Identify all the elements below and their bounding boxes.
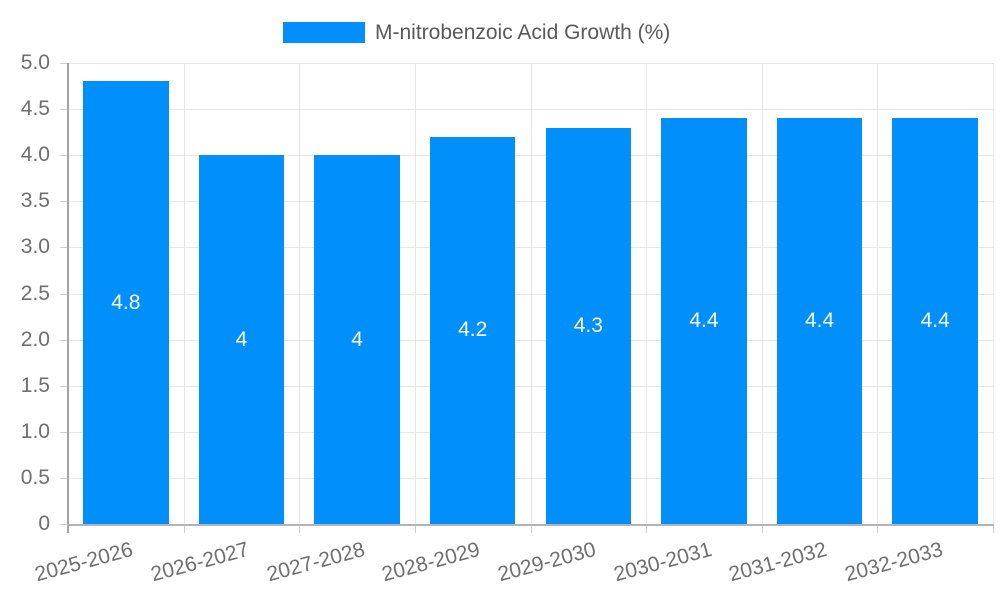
y-tick-label: 2.5 — [20, 281, 50, 305]
v-gridline — [530, 63, 532, 524]
x-tick-mark — [299, 524, 301, 533]
bar[interactable] — [198, 155, 285, 524]
x-tick-mark — [646, 524, 648, 533]
x-tick-label: 2032-2033 — [842, 538, 946, 587]
bar-value-label: 4 — [235, 327, 248, 351]
v-gridline — [877, 63, 879, 524]
y-tick-label: 1.5 — [20, 373, 50, 397]
x-tick-mark — [993, 524, 994, 533]
legend-label: M-nitrobenzoic Acid Growth (%) — [375, 21, 671, 44]
v-gridline — [183, 63, 185, 524]
y-tick-label: 4.0 — [20, 143, 50, 167]
x-tick-label: 2027-2028 — [264, 538, 368, 587]
y-tick-label: 4.5 — [20, 97, 50, 121]
y-tick-mark — [60, 109, 68, 111]
chart-legend[interactable]: M-nitrobenzoic Acid Growth (%) — [283, 22, 670, 43]
x-axis-line — [67, 524, 994, 526]
bar-value-label: 4.4 — [689, 309, 719, 333]
v-gridline — [299, 63, 301, 524]
v-gridline — [993, 63, 994, 524]
y-tick-mark — [60, 293, 68, 295]
bar[interactable] — [892, 118, 978, 524]
x-tick-mark — [877, 524, 879, 533]
y-tick-mark — [60, 155, 68, 157]
y-tick-mark — [60, 247, 68, 249]
y-axis-line — [67, 63, 69, 533]
y-tick-mark — [60, 477, 68, 479]
y-tick-mark — [60, 339, 68, 341]
y-tick-label: 0 — [38, 512, 50, 535]
x-tick-label: 2026-2027 — [148, 538, 252, 587]
v-gridline — [646, 63, 648, 524]
bar-value-label: 4.2 — [458, 318, 488, 342]
bar[interactable] — [429, 136, 516, 524]
y-tick-mark — [60, 385, 68, 387]
x-tick-label: 2029-2030 — [495, 538, 599, 587]
y-tick-label: 0.5 — [20, 465, 50, 489]
bar[interactable] — [776, 118, 863, 524]
x-tick-label: 2030-2031 — [610, 538, 714, 587]
y-tick-label: 5.0 — [20, 51, 50, 74]
y-tick-label: 2.0 — [20, 327, 50, 351]
y-tick-mark — [60, 201, 68, 203]
x-tick-mark — [761, 524, 763, 533]
y-tick-label: 3.5 — [20, 189, 50, 213]
y-tick-label: 1.0 — [20, 419, 50, 443]
bar[interactable] — [661, 118, 747, 524]
bar[interactable] — [545, 127, 632, 524]
bar-value-label: 4 — [351, 327, 363, 351]
v-gridline — [761, 63, 763, 524]
legend-swatch — [283, 22, 365, 43]
x-tick-mark — [414, 524, 416, 533]
bar[interactable] — [83, 81, 169, 524]
x-tick-label: 2028-2029 — [379, 538, 483, 587]
bar-value-label: 4.4 — [920, 309, 950, 333]
y-tick-mark — [60, 524, 68, 525]
x-tick-mark — [530, 524, 532, 533]
v-gridline — [414, 63, 416, 524]
bar-value-label: 4.8 — [111, 290, 141, 314]
x-tick-mark — [183, 524, 185, 533]
bar[interactable] — [314, 155, 400, 524]
bar-value-label: 4.3 — [573, 313, 603, 337]
y-tick-mark — [60, 63, 68, 64]
x-tick-label: 2025-2026 — [32, 538, 136, 587]
y-tick-mark — [60, 431, 68, 433]
bar-value-label: 4.4 — [804, 309, 835, 333]
x-tick-label: 2031-2032 — [726, 538, 830, 587]
y-tick-label: 3.0 — [20, 235, 50, 259]
